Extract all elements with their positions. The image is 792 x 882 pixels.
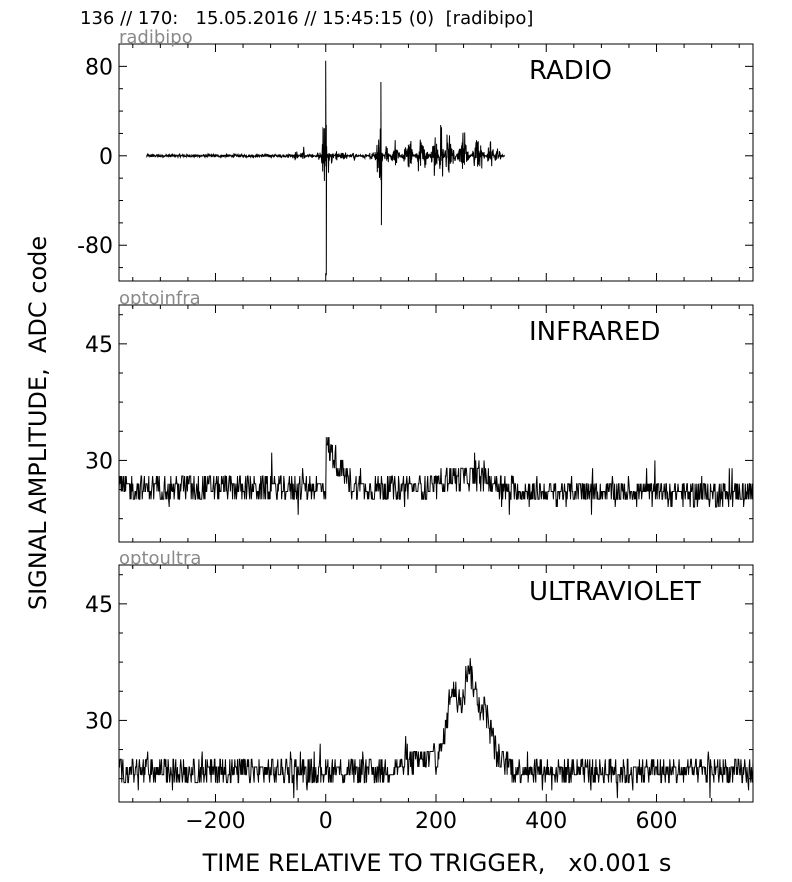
x-tick-label: 200 bbox=[415, 809, 457, 834]
x-tick-label: 0 bbox=[319, 809, 333, 834]
panel-title: ULTRAVIOLET bbox=[529, 577, 701, 607]
panel-title: INFRARED bbox=[529, 317, 660, 347]
panel-title: RADIO bbox=[529, 56, 612, 86]
y-tick-label: 45 bbox=[85, 333, 113, 358]
x-tick-label: 600 bbox=[636, 809, 678, 834]
panel-source-label: optoinfra bbox=[119, 288, 201, 309]
y-tick-label: 45 bbox=[85, 593, 113, 618]
signal-series-line bbox=[146, 60, 506, 276]
y-axis-label: SIGNAL AMPLITUDE, ADC code bbox=[24, 235, 52, 611]
x-axis-label: TIME RELATIVE TO TRIGGER, x0.001 s bbox=[202, 849, 672, 877]
panel-source-label: optoultra bbox=[119, 548, 201, 569]
y-tick-label: -80 bbox=[77, 234, 113, 259]
x-tick-label: −200 bbox=[185, 809, 245, 834]
y-tick-label: 30 bbox=[85, 709, 113, 734]
y-tick-label: 0 bbox=[99, 145, 113, 170]
panel-source-label: radibipo bbox=[119, 27, 193, 48]
y-tick-label: 30 bbox=[85, 449, 113, 474]
signal-series-line bbox=[119, 658, 753, 799]
figure-header: 136 // 170: 15.05.2016 // 15:45:15 (0) [… bbox=[80, 8, 534, 29]
signal-series-line bbox=[119, 437, 753, 515]
x-tick-label: 400 bbox=[525, 809, 567, 834]
y-tick-label: 80 bbox=[85, 55, 113, 80]
